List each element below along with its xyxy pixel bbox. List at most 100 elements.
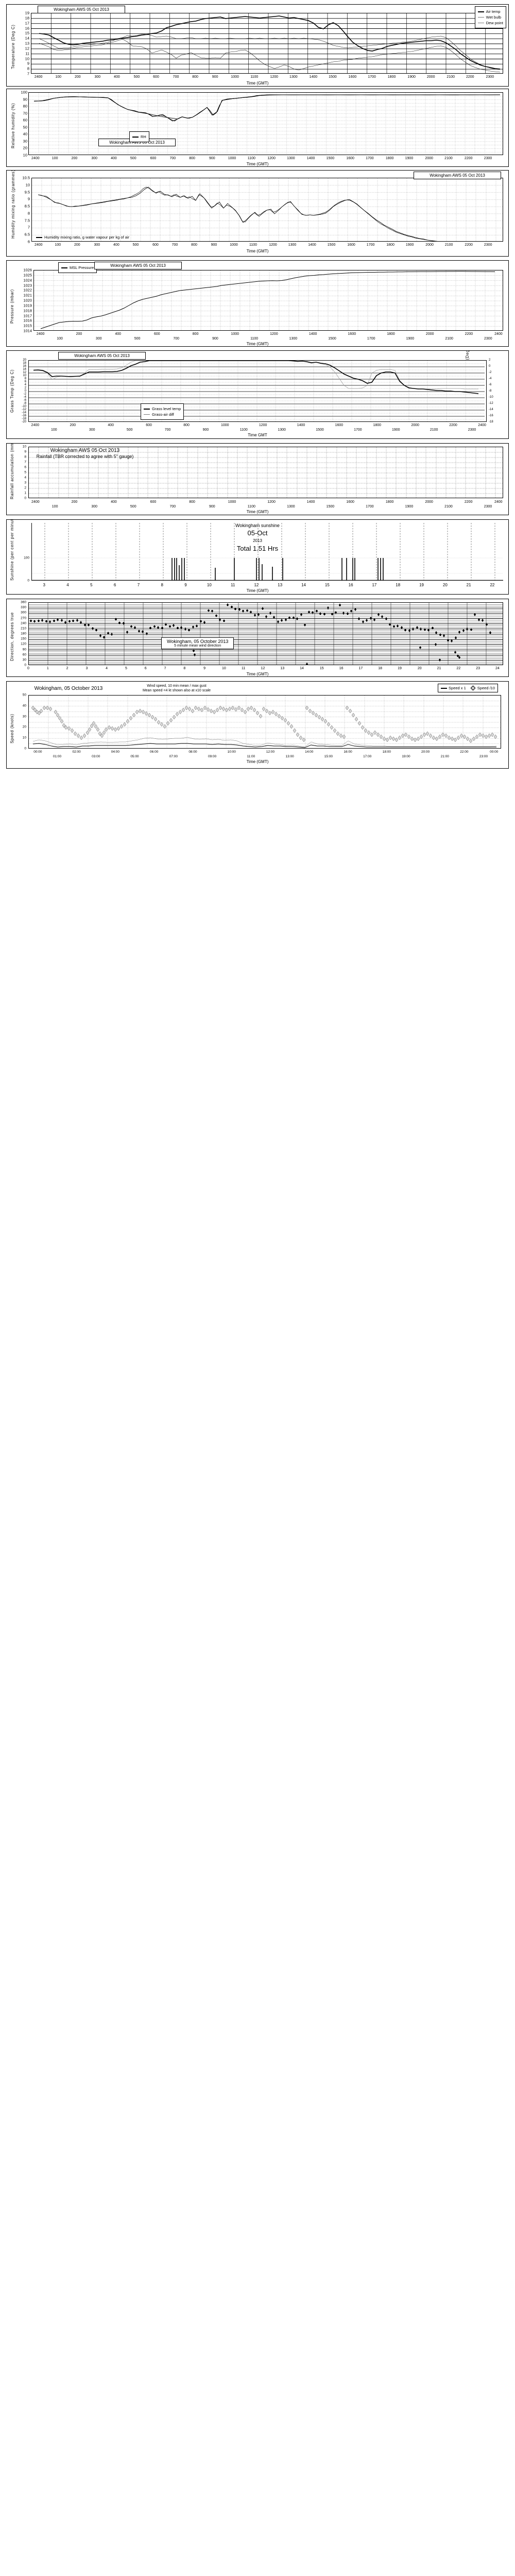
grass-air-diff-line — [33, 361, 478, 389]
xtick: 10 — [221, 667, 226, 670]
legend-msl-pressure: MSL Pressure — [70, 265, 94, 270]
xtick: 2400 — [36, 332, 45, 336]
xtick: 1000 — [228, 500, 236, 504]
grass-temp-svg — [29, 361, 485, 421]
mixing-ratio-xlabel: Time (GMT) — [246, 249, 269, 253]
xtick: 14:00 — [305, 750, 314, 754]
xtick: 2400 — [34, 243, 43, 247]
xtick: 500 — [134, 337, 141, 341]
temperature-xlabel: Time (GMT) — [246, 81, 269, 86]
speed-div10-swatch — [470, 685, 476, 691]
xtick: 2300 — [484, 337, 492, 341]
ytick: 360 — [21, 600, 26, 604]
xtick: 14 — [300, 667, 304, 670]
ytick: 6.5 — [24, 232, 30, 237]
wind-direction-ylabel: Direction, degrees true — [10, 612, 14, 661]
ytick: 60 — [22, 653, 26, 657]
xtick: 3 — [43, 583, 45, 587]
xtick: 1200 — [270, 75, 279, 79]
ytick: 1017 — [23, 313, 32, 318]
xtick: 8 — [183, 667, 186, 670]
xtick: 4 — [66, 583, 69, 587]
xtick: 800 — [189, 500, 195, 504]
xtick: 2100 — [444, 505, 453, 509]
ytick: 0 — [24, 389, 26, 393]
wind-speed-title: Wokingham, 05 October 2013 — [34, 686, 103, 691]
xtick: 2400 — [478, 423, 486, 427]
temperature-plot — [31, 13, 503, 74]
xtick: 1400 — [297, 423, 305, 427]
xtick: 9 — [184, 583, 187, 587]
panel-wind-direction: Direction, degrees true — [6, 599, 509, 677]
ytick: -6 — [489, 383, 492, 386]
xtick: 200 — [71, 500, 78, 504]
xtick: 300 — [94, 243, 100, 247]
ytick: 7 — [27, 71, 29, 76]
xtick: 1600 — [348, 75, 357, 79]
temperature-xtick-labels: 2400 100 200 300 400 500 600 700 800 900… — [31, 75, 503, 80]
xtick: 200 — [74, 75, 81, 79]
xtick: 4 — [106, 667, 108, 670]
xtick: 200 — [70, 423, 76, 427]
rh-main — [33, 94, 501, 122]
xtick: 900 — [211, 243, 217, 247]
ytick: 270 — [21, 616, 26, 620]
humidity-xlabel: Time (GMT) — [246, 162, 269, 166]
xtick: 3 — [85, 667, 88, 670]
sunshine-title-line1: Wokingham sunshine — [235, 523, 280, 528]
xtick: 18 — [378, 667, 383, 670]
xtick: 700 — [171, 243, 178, 247]
xtick: 1800 — [387, 332, 395, 336]
xtick: 10 — [207, 583, 212, 587]
wind-direction-ytick-labels: 360 330 300 270 240 210 180 150 120 90 6… — [16, 600, 26, 667]
grass-level-temp-line — [33, 361, 479, 394]
xtick: 2200 — [466, 75, 474, 79]
xtick: 20 — [442, 583, 448, 587]
xtick: 800 — [183, 423, 190, 427]
ytick: 1022 — [23, 287, 32, 293]
xtick: 08:00 — [188, 750, 197, 754]
xtick: 1000 — [221, 423, 229, 427]
xtick: 1000 — [231, 75, 239, 79]
grass-temp-title: Wokingham AWS 05 Oct 2013 — [58, 352, 146, 360]
xtick: 2100 — [430, 428, 438, 432]
mixing-ratio-ytick-labels: 10.5 10 9.5 9 8.5 8 7.5 7 6.5 6 — [17, 176, 30, 244]
xtick: 00:00 — [490, 750, 499, 754]
xtick: 15 — [319, 667, 324, 670]
xtick: 200 — [71, 157, 78, 160]
rainfall-xtick-bottom: 100 300 500 700 900 1100 1300 1500 1700 … — [28, 505, 503, 510]
wind-speed-xtick-bottom: 01:00 03:00 05:00 07:00 09:00 11:00 13:0… — [28, 755, 501, 759]
ytick: 50 — [23, 125, 27, 130]
xtick: 2200 — [464, 157, 473, 160]
ytick: 19 — [25, 10, 29, 15]
wind-direction-xlabel: Time (GMT) — [246, 672, 269, 676]
xtick: 1300 — [289, 75, 298, 79]
xtick: 400 — [114, 75, 120, 79]
legend-speed-div10: Speed /10 — [477, 686, 495, 690]
ytick: 1015 — [23, 323, 32, 328]
xtick: 1100 — [250, 75, 259, 79]
xtick: 03:00 — [92, 755, 100, 758]
ytick: -16 — [489, 414, 493, 417]
ytick: 4 — [24, 383, 26, 386]
xtick: 18:00 — [382, 750, 391, 754]
xtick: 06:00 — [150, 750, 159, 754]
xtick: 500 — [126, 428, 133, 432]
ytick: 1014 — [23, 328, 32, 333]
xtick: 200 — [76, 332, 82, 336]
ytick: 1023 — [23, 283, 32, 287]
xtick: 900 — [212, 75, 218, 79]
legend-mixing-ratio: Humidity mixing ratio, g water vapour pe… — [44, 235, 130, 240]
ytick: 10 — [23, 152, 27, 158]
xtick: 13 — [278, 583, 283, 587]
rainfall-xlabel: Time (GMT) — [246, 510, 269, 514]
xtick: 11 — [230, 583, 235, 587]
ytick: 100 — [21, 90, 27, 95]
xtick: 20:00 — [421, 750, 430, 754]
ytick: 30 — [22, 658, 26, 662]
xtick: 1900 — [405, 505, 414, 509]
ytick: 20 — [23, 359, 26, 362]
pressure-title: Wokingham AWS 05 Oct 2013 — [94, 262, 182, 269]
xtick: 600 — [150, 500, 157, 504]
xtick: 11:00 — [247, 755, 255, 758]
